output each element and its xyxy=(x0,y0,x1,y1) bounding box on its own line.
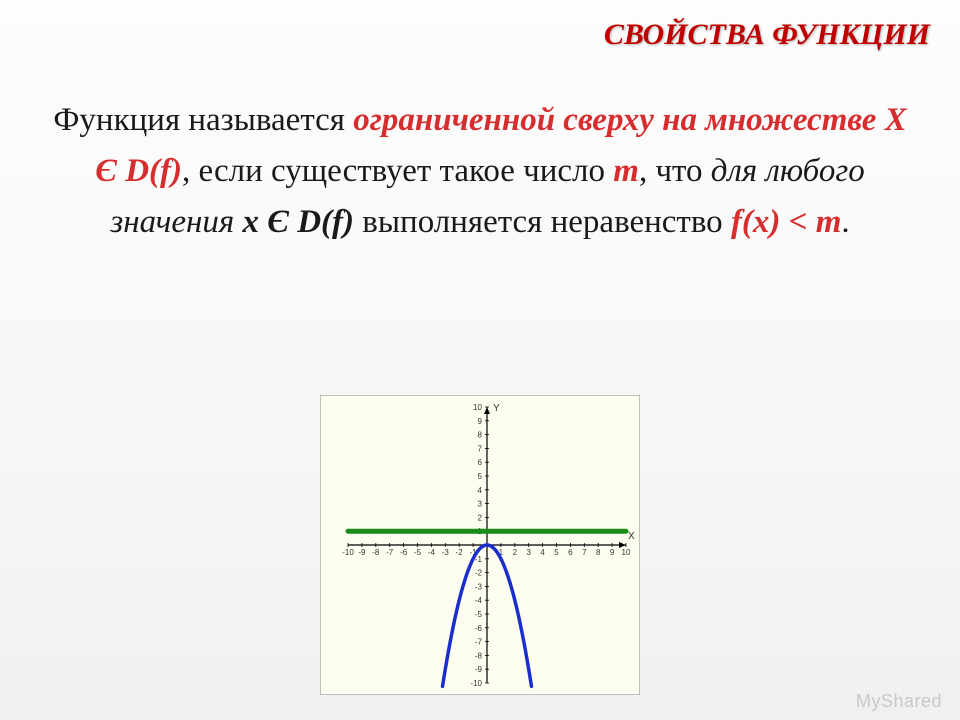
svg-text:9: 9 xyxy=(478,417,483,426)
svg-text:X: X xyxy=(628,531,635,542)
svg-text:3: 3 xyxy=(478,500,483,509)
svg-text:5: 5 xyxy=(554,548,559,557)
svg-text:8: 8 xyxy=(478,431,483,440)
svg-text:-3: -3 xyxy=(475,582,483,591)
svg-text:-3: -3 xyxy=(442,548,450,557)
definition-run: выполняется неравенство xyxy=(362,204,731,240)
definition-run: х Є D(f) xyxy=(243,204,363,240)
parabola-chart: -10-9-8-7-6-5-4-3-2-112345678910-10-9-8-… xyxy=(320,395,640,695)
svg-text:-6: -6 xyxy=(400,548,408,557)
svg-text:-8: -8 xyxy=(372,548,380,557)
page-title-text: СВОЙСТВА ФУНКЦИИ xyxy=(604,18,930,51)
svg-text:9: 9 xyxy=(610,548,615,557)
page-title: СВОЙСТВА ФУНКЦИИ xyxy=(604,18,930,52)
svg-text:2: 2 xyxy=(478,513,483,522)
definition-block: Функция называется ограниченной сверху н… xyxy=(40,95,920,248)
svg-text:-10: -10 xyxy=(342,548,354,557)
definition-run: Функция называется xyxy=(53,102,353,138)
svg-text:10: 10 xyxy=(473,403,482,412)
svg-text:10: 10 xyxy=(622,548,631,557)
svg-text:-9: -9 xyxy=(475,665,483,674)
definition-run: , что xyxy=(639,153,711,189)
svg-text:-5: -5 xyxy=(414,548,422,557)
svg-text:Y: Y xyxy=(493,403,500,414)
definition-run: . xyxy=(841,204,849,240)
watermark-text: MyShared xyxy=(856,691,942,711)
svg-text:-9: -9 xyxy=(358,548,366,557)
svg-text:-5: -5 xyxy=(475,610,483,619)
svg-text:-7: -7 xyxy=(386,548,394,557)
svg-text:-7: -7 xyxy=(475,638,483,647)
definition-run: , если существует такое число xyxy=(182,153,613,189)
svg-text:7: 7 xyxy=(478,444,483,453)
definition-run: m xyxy=(613,153,639,189)
svg-text:4: 4 xyxy=(540,548,545,557)
svg-text:6: 6 xyxy=(478,458,483,467)
svg-text:5: 5 xyxy=(478,472,483,481)
svg-text:-10: -10 xyxy=(470,679,482,688)
svg-text:-4: -4 xyxy=(475,596,483,605)
svg-text:-2: -2 xyxy=(456,548,464,557)
svg-text:-6: -6 xyxy=(475,624,483,633)
svg-text:2: 2 xyxy=(513,548,518,557)
svg-text:7: 7 xyxy=(582,548,587,557)
watermark: MyShared xyxy=(856,691,942,712)
definition-run: f(x) < m xyxy=(731,204,841,240)
svg-text:3: 3 xyxy=(526,548,531,557)
svg-text:8: 8 xyxy=(596,548,601,557)
chart-container: -10-9-8-7-6-5-4-3-2-112345678910-10-9-8-… xyxy=(320,395,640,700)
svg-text:6: 6 xyxy=(568,548,573,557)
svg-text:-8: -8 xyxy=(475,651,483,660)
svg-text:-4: -4 xyxy=(428,548,436,557)
svg-text:4: 4 xyxy=(478,486,483,495)
svg-text:-2: -2 xyxy=(475,569,483,578)
